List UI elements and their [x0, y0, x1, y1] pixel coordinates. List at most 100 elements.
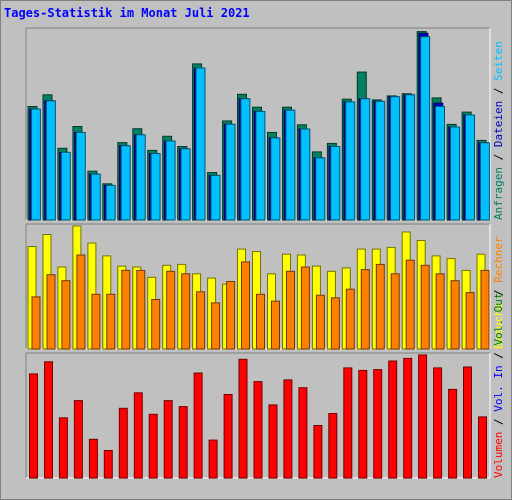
volume-bar-volumen-day-26 — [403, 357, 413, 479]
requests-bar-seiten-day-21 — [330, 146, 341, 221]
visits-bar-rechner-day-24 — [375, 263, 385, 350]
requests-bar-seiten-day-5 — [90, 173, 101, 221]
requests-bar-seiten-day-19 — [300, 128, 311, 221]
requests-bar-seiten-day-12 — [195, 67, 206, 221]
volume-legend-item: Volumen — [492, 432, 505, 478]
requests-bar-seiten-day-18 — [285, 109, 296, 221]
visits-bar-rechner-day-29 — [450, 280, 460, 350]
requests-legend: Anfragen / Dateien / Seiten — [492, 41, 505, 220]
volume-bar-volumen-day-24 — [373, 369, 383, 479]
volume-bar-volumen-day-20 — [313, 425, 323, 479]
visits-bar-rechner-day-9 — [151, 299, 161, 350]
volume-bar-volumen-day-23 — [358, 369, 368, 479]
volume-bar-volumen-day-12 — [193, 372, 203, 479]
visits-bar-rechner-day-5 — [91, 293, 101, 350]
requests-legend-item: Dateien — [492, 101, 505, 147]
requests-bar-seiten-day-10 — [165, 140, 176, 221]
volume-bar-volumen-day-30 — [463, 366, 472, 479]
visits-bar-rechner-day-14 — [226, 281, 236, 350]
visits-bar-rechner-day-16 — [256, 293, 265, 350]
volume-bar-volumen-day-16 — [253, 381, 263, 479]
visits-bar-rechner-day-19 — [300, 266, 310, 350]
volume-bar-volumen-day-4 — [73, 400, 83, 479]
volume-bar-volumen-day-18 — [283, 379, 293, 479]
visits-bar-rechner-day-4 — [76, 254, 86, 350]
volume-bar-volumen-day-25 — [388, 360, 398, 479]
requests-bar-seiten-day-25 — [390, 96, 401, 221]
volume-bar-volumen-day-29 — [448, 388, 458, 479]
visits-bar-rechner-day-23 — [360, 269, 370, 350]
visits-bar-rechner-day-21 — [330, 297, 340, 350]
volume-bar-volumen-day-31 — [478, 416, 487, 479]
requests-bar-seiten-day-26 — [405, 94, 416, 221]
visits-bar-rechner-day-28 — [435, 273, 445, 350]
visits-bar-rechner-day-13 — [211, 302, 221, 350]
requests-bar-seiten-day-6 — [105, 184, 116, 221]
requests-bar-seiten-day-3 — [60, 151, 71, 221]
visits-legend-item: Besuche — [492, 303, 505, 349]
legend-separator: / — [492, 81, 505, 101]
requests-bar-seiten-day-4 — [75, 132, 86, 221]
visits-bar-rechner-day-25 — [390, 273, 400, 350]
visits-bar-rechner-day-15 — [241, 261, 250, 350]
volume-bar-volumen-day-14 — [223, 394, 233, 479]
visits-bar-rechner-day-26 — [405, 259, 415, 350]
requests-bar-seiten-day-29 — [450, 126, 460, 221]
requests-bar-seiten-day-28 — [435, 106, 445, 221]
requests-bar-seiten-day-22 — [345, 101, 356, 221]
requests-bar-seiten-day-11 — [180, 148, 191, 221]
volume-legend-item: Vol. In — [492, 365, 505, 411]
requests-bar-seiten-day-24 — [375, 100, 386, 221]
visits-bar-rechner-day-10 — [166, 270, 176, 350]
requests-bar-seiten-day-7 — [120, 145, 131, 221]
volume-bar-volumen-day-8 — [133, 392, 143, 479]
visits-legend: Besuche / Rechner — [492, 236, 505, 349]
visits-bar-rechner-day-20 — [315, 294, 325, 350]
requests-bar-seiten-day-1 — [30, 108, 41, 221]
volume-bar-volumen-day-2 — [44, 361, 53, 479]
requests-bar-seiten-day-9 — [150, 153, 161, 221]
visits-bar-rechner-day-11 — [181, 273, 191, 350]
volume-bar-volumen-day-17 — [268, 404, 278, 479]
volume-bar-volumen-day-10 — [163, 400, 173, 479]
visits-bar-rechner-day-1 — [31, 296, 41, 350]
volume-bar-volumen-day-7 — [118, 407, 128, 479]
visits-bar-rechner-day-3 — [61, 280, 71, 350]
visits-legend-item: Rechner — [492, 236, 505, 283]
requests-legend-item: Seiten — [492, 41, 505, 81]
legend-separator: / — [492, 412, 505, 432]
volume-bar-volumen-day-13 — [208, 439, 218, 479]
requests-bar-seiten-day-16 — [255, 110, 266, 221]
legend-separator: / — [492, 147, 505, 167]
volume-bar-volumen-day-6 — [103, 450, 113, 479]
visits-bar-rechner-day-18 — [286, 270, 295, 350]
volume-bar-volumen-day-3 — [58, 417, 68, 479]
volume-bar-volumen-day-9 — [148, 413, 158, 479]
volume-bar-volumen-day-1 — [29, 373, 38, 479]
volume-bar-volumen-day-5 — [88, 438, 98, 479]
visits-bar-rechner-day-27 — [420, 264, 430, 350]
requests-bar-seiten-day-31 — [479, 142, 490, 221]
legend-separator: / — [492, 346, 505, 366]
visits-bar-rechner-day-31 — [480, 269, 490, 350]
requests-bar-seiten-day-2 — [45, 100, 56, 221]
volume-bar-volumen-day-28 — [433, 367, 443, 479]
visits-bar-rechner-day-8 — [136, 269, 146, 350]
requests-bar-seiten-day-14 — [225, 123, 236, 221]
visits-bar-rechner-day-6 — [106, 293, 116, 350]
visits-bar-rechner-day-30 — [465, 292, 475, 350]
visits-bar-rechner-day-22 — [345, 288, 355, 350]
requests-legend-item: Anfragen — [492, 167, 505, 220]
page-title: Tages-Statistik im Monat Juli 2021 — [4, 6, 250, 20]
volume-bar-volumen-day-19 — [298, 387, 308, 479]
volume-bar-volumen-day-15 — [238, 358, 248, 479]
volume-legend-item: Vol. Out — [492, 293, 505, 346]
requests-bar-seiten-day-23 — [360, 98, 371, 221]
requests-bar-seiten-day-17 — [270, 137, 281, 221]
volume-legend: Volumen / Vol. In / Vol. Out — [492, 293, 505, 478]
requests-bar-seiten-day-20 — [315, 157, 326, 221]
requests-bar-seiten-day-8 — [135, 134, 146, 221]
requests-bar-seiten-day-27 — [420, 36, 431, 221]
visits-bar-rechner-day-17 — [271, 300, 280, 350]
